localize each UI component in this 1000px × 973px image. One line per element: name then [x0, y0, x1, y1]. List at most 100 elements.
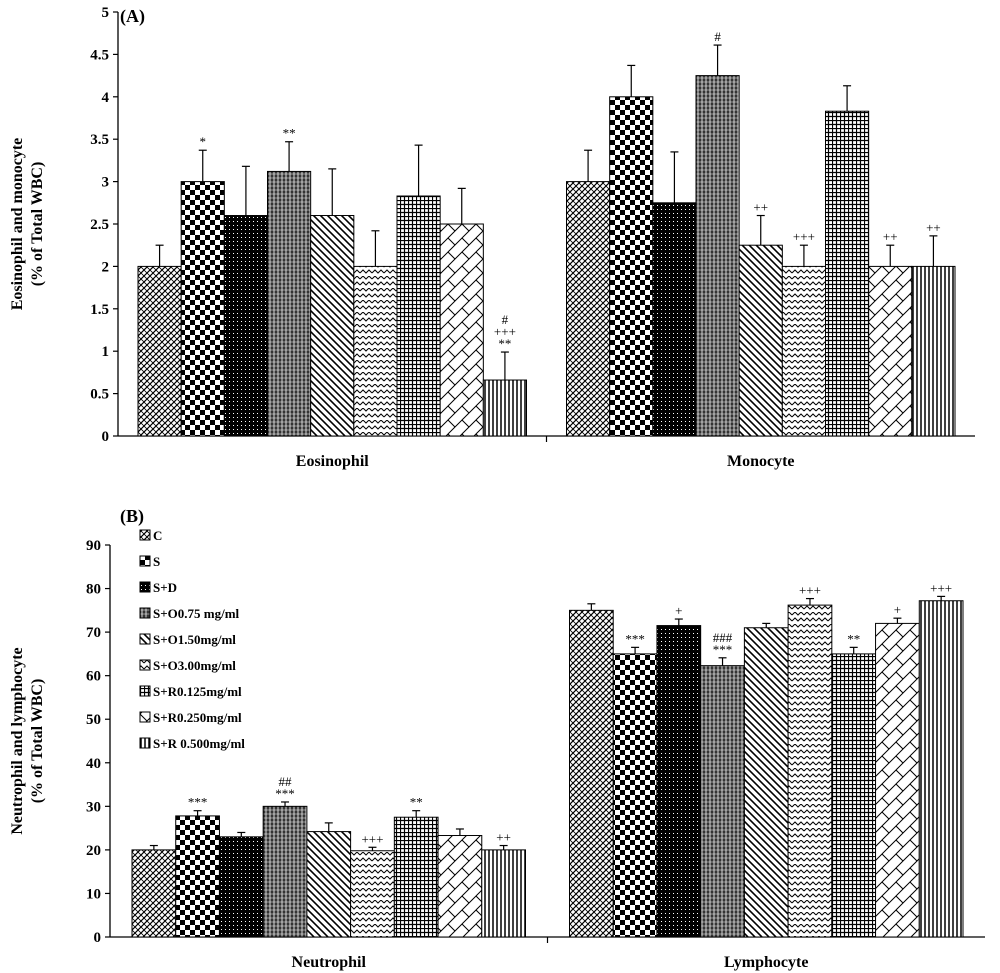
bar	[831, 653, 877, 938]
x-category-label: Neutrophil	[292, 954, 367, 971]
significance-marker: ##	[279, 774, 293, 789]
bar	[918, 600, 964, 938]
legend-swatch	[139, 529, 151, 541]
x-category-label: Monocyte	[727, 453, 795, 470]
y-tick-label: 40	[86, 756, 101, 772]
legend-label: S+R0.250mg/ml	[153, 710, 242, 725]
bar	[393, 816, 439, 938]
y-tick-label: 70	[86, 625, 101, 641]
bar	[652, 202, 697, 437]
legend-label: S+O3.00mg/ml	[153, 658, 236, 673]
y-tick-label: 80	[86, 582, 101, 598]
significance-marker: ***	[713, 642, 733, 657]
legend-swatch	[139, 711, 151, 723]
significance-marker: ++	[926, 220, 941, 235]
significance-marker: **	[283, 126, 296, 141]
y-tick-label: 10	[86, 886, 101, 902]
bar	[223, 215, 268, 437]
y-tick-label: 0	[102, 429, 110, 445]
legend-label: S	[153, 554, 160, 569]
significance-marker: +++	[494, 324, 516, 339]
significance-marker: +++	[361, 831, 383, 846]
significance-marker: +++	[930, 580, 952, 595]
y-tick-label: 1	[102, 344, 110, 360]
bar	[353, 265, 398, 437]
bar	[180, 181, 225, 437]
bar	[656, 625, 702, 938]
bar	[868, 265, 913, 437]
bar	[262, 805, 308, 938]
bar	[481, 849, 526, 938]
y-tick-label: 2	[102, 259, 110, 275]
legend-label: S+R0.125mg/ml	[153, 684, 242, 699]
legend-swatch	[139, 633, 151, 645]
bar	[267, 170, 312, 437]
bar	[787, 604, 833, 938]
y-tick-label: 2.5	[90, 217, 109, 233]
y-tick-label: 50	[86, 712, 101, 728]
x-category-label: Eosinophil	[296, 453, 369, 470]
significance-marker: ***	[625, 631, 645, 646]
significance-marker: #	[714, 29, 721, 44]
significance-marker: **	[847, 631, 860, 646]
y-tick-label: 3.5	[90, 132, 109, 148]
legend-swatch	[139, 659, 151, 671]
y-tick-label: 3	[102, 175, 110, 191]
y-tick-label: 0.5	[90, 387, 109, 403]
significance-marker: +	[894, 602, 901, 617]
significance-marker: *	[200, 134, 207, 149]
y-tick-label: 4.5	[90, 47, 109, 63]
panel-label: (B)	[120, 506, 144, 527]
y-tick-label: 90	[86, 538, 101, 554]
significance-marker: ***	[188, 795, 208, 810]
bar	[825, 110, 870, 437]
legend-swatch	[139, 581, 151, 593]
significance-marker: ***	[275, 786, 295, 801]
bar	[439, 223, 484, 437]
bar	[609, 96, 654, 437]
x-category-label: Lymphocyte	[724, 954, 808, 971]
bar	[437, 835, 483, 938]
bar	[310, 215, 355, 437]
y-tick-label: 1.5	[90, 302, 109, 318]
bar	[131, 849, 177, 938]
legend-swatch	[139, 555, 151, 567]
legend-swatch	[139, 607, 151, 619]
significance-marker: +++	[799, 583, 821, 598]
significance-marker: **	[410, 795, 423, 810]
significance-marker: ++	[496, 830, 511, 845]
bar	[396, 195, 441, 437]
y-tick-label: 5	[102, 5, 110, 21]
panel-a-chart: 0 0.5 1 1.5 2 2.5 3 3.5 4 4.5 5 Eosinophil and mono…	[9, 5, 975, 470]
bar	[175, 815, 220, 938]
y-tick-label: 4	[102, 90, 110, 106]
bar	[566, 181, 611, 437]
legend-label: C	[153, 528, 162, 543]
y-tick-label: 20	[86, 843, 101, 859]
y-tick-label: 30	[86, 799, 101, 815]
bar	[482, 379, 528, 437]
bar	[218, 836, 264, 938]
panel-b-chart: 0 10 20 30 40 50 60 70 80 90 Neutrophil and lympho…	[9, 506, 985, 971]
significance-marker: #	[502, 312, 509, 327]
y-axis-label: Eosinophil and monocyte (% of Total WBC)	[9, 138, 46, 310]
bar	[781, 265, 826, 437]
legend-label: S+R 0.500mg/ml	[153, 736, 245, 751]
y-axis-label: Neutrophil and lymphocyte (% of Total WBC…	[9, 647, 46, 834]
significance-marker: ###	[713, 630, 733, 645]
bar	[350, 850, 395, 938]
legend-label: S+O1.50mg/ml	[153, 632, 236, 647]
legend-swatch	[139, 685, 151, 697]
panel-label: (A)	[120, 6, 145, 27]
significance-marker: ++	[753, 200, 768, 215]
significance-marker: +	[675, 603, 682, 618]
y-tick-label: 0	[94, 930, 102, 946]
bar	[738, 244, 783, 437]
legend: CS S+D S+O0.75 mg/ml S+O1.50mg/ml S+O3.00mg/…	[139, 528, 245, 751]
bar	[743, 627, 789, 938]
bar	[911, 265, 956, 437]
bar	[875, 622, 920, 938]
significance-marker: **	[498, 336, 511, 351]
significance-marker: ++	[883, 229, 898, 244]
